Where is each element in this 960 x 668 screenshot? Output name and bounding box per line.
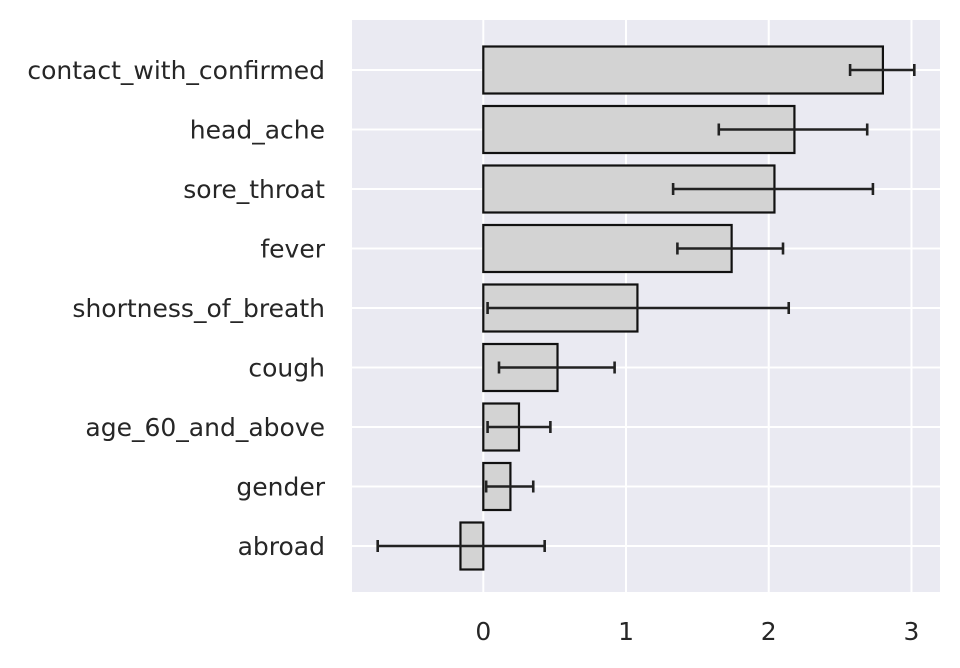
- error-bar-abroad: [376, 540, 546, 552]
- error-bar-sore-throat: [671, 183, 875, 195]
- error-bar-shortness-of-breath: [486, 302, 791, 314]
- x-tick-label: 1: [618, 617, 634, 646]
- x-tick-label: 2: [761, 617, 777, 646]
- error-bar-contact-with-confirmed: [848, 64, 916, 76]
- x-tick-label: 3: [904, 617, 920, 646]
- error-bar-cough: [497, 361, 616, 374]
- x-tick-label: 0: [475, 617, 491, 646]
- error-bar-age-60-and-above: [486, 421, 552, 433]
- y-tick-label: contact_with_confirmed: [27, 56, 325, 85]
- y-tick-label: head_ache: [190, 116, 325, 145]
- error-bar-fever: [676, 242, 785, 255]
- bar-contact-with-confirmed: [482, 45, 885, 95]
- y-tick-label: cough: [248, 354, 325, 383]
- error-bar-head-ache: [717, 123, 869, 136]
- y-tick-label: age_60_and_above: [85, 413, 325, 442]
- y-tick-label: shortness_of_breath: [72, 294, 325, 323]
- y-tick-label: abroad: [238, 532, 325, 561]
- y-tick-label: fever: [260, 235, 325, 264]
- y-tick-label: gender: [236, 473, 325, 502]
- error-bar-gender: [484, 480, 535, 493]
- y-tick-label: sore_throat: [183, 175, 325, 204]
